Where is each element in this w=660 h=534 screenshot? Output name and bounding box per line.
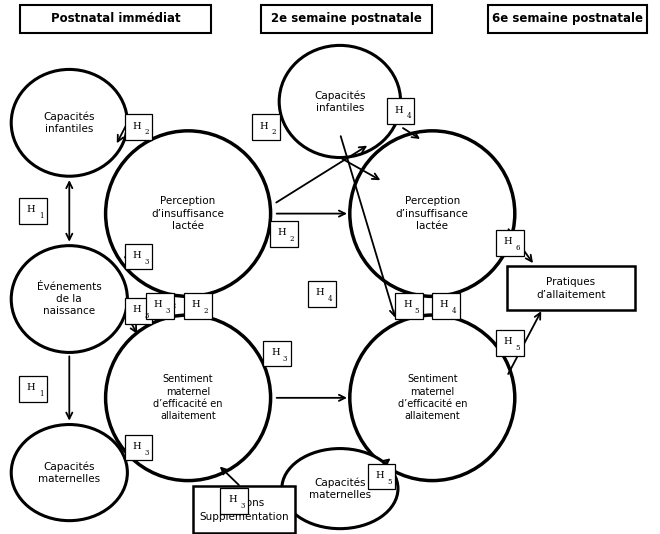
- Text: Postnatal immédiat: Postnatal immédiat: [51, 12, 180, 25]
- FancyBboxPatch shape: [125, 298, 152, 324]
- Text: H: H: [132, 122, 141, 130]
- Text: 5: 5: [387, 478, 391, 485]
- FancyBboxPatch shape: [220, 488, 248, 514]
- FancyBboxPatch shape: [125, 435, 152, 460]
- Text: 3: 3: [283, 355, 287, 363]
- Ellipse shape: [106, 315, 271, 481]
- Ellipse shape: [106, 131, 271, 296]
- Text: H: H: [394, 106, 403, 114]
- Ellipse shape: [282, 449, 398, 529]
- Ellipse shape: [350, 131, 515, 296]
- Ellipse shape: [11, 246, 127, 352]
- FancyBboxPatch shape: [252, 114, 280, 140]
- Text: H: H: [191, 301, 201, 309]
- FancyBboxPatch shape: [496, 330, 524, 356]
- FancyBboxPatch shape: [432, 293, 460, 319]
- Text: 5: 5: [516, 344, 520, 352]
- Text: H: H: [132, 251, 141, 260]
- Text: H: H: [315, 288, 325, 297]
- Ellipse shape: [350, 315, 515, 481]
- Text: 4: 4: [452, 308, 456, 315]
- Text: Capacités
maternelles: Capacités maternelles: [309, 477, 371, 500]
- Text: Événements
de la
naissance: Événements de la naissance: [37, 281, 102, 317]
- Ellipse shape: [11, 425, 127, 521]
- Text: Sentiment
maternel
d’efficacité en
allaitement: Sentiment maternel d’efficacité en allai…: [153, 374, 223, 421]
- FancyBboxPatch shape: [368, 464, 395, 489]
- Text: 6: 6: [516, 245, 520, 252]
- Text: Raisons
Supplémentation: Raisons Supplémentation: [199, 498, 289, 522]
- Text: H: H: [403, 301, 412, 309]
- Text: H: H: [271, 348, 280, 357]
- FancyBboxPatch shape: [387, 98, 414, 124]
- Text: H: H: [504, 238, 513, 246]
- Text: Pratiques
d’allaitement: Pratiques d’allaitement: [536, 277, 606, 300]
- FancyBboxPatch shape: [20, 5, 211, 33]
- Text: Sentiment
maternel
d’efficacité en
allaitement: Sentiment maternel d’efficacité en allai…: [397, 374, 467, 421]
- Text: 3: 3: [145, 258, 148, 265]
- FancyBboxPatch shape: [308, 281, 336, 307]
- Text: 5: 5: [415, 308, 419, 315]
- Text: Capacités
infantiles: Capacités infantiles: [44, 112, 95, 134]
- Text: 6e semaine postnatale: 6e semaine postnatale: [492, 12, 643, 25]
- Text: H: H: [504, 337, 513, 346]
- Ellipse shape: [11, 69, 127, 176]
- Text: 2: 2: [290, 235, 294, 243]
- Text: H: H: [26, 206, 36, 214]
- Text: 1: 1: [39, 390, 43, 398]
- FancyBboxPatch shape: [19, 198, 47, 224]
- Text: H: H: [132, 442, 141, 451]
- Text: H: H: [153, 301, 162, 309]
- Text: Capacités
maternelles: Capacités maternelles: [38, 461, 100, 484]
- Text: 2: 2: [204, 308, 208, 315]
- Text: 2e semaine postnatale: 2e semaine postnatale: [271, 12, 422, 25]
- Text: 1: 1: [39, 213, 43, 220]
- FancyBboxPatch shape: [507, 266, 635, 310]
- FancyBboxPatch shape: [270, 221, 298, 247]
- FancyBboxPatch shape: [125, 244, 152, 269]
- FancyBboxPatch shape: [19, 376, 47, 402]
- Text: H: H: [228, 496, 237, 504]
- FancyBboxPatch shape: [488, 5, 647, 33]
- Text: Capacités
infantiles: Capacités infantiles: [314, 90, 366, 113]
- Text: H: H: [277, 229, 286, 237]
- FancyBboxPatch shape: [184, 293, 212, 319]
- Text: 2: 2: [272, 129, 276, 136]
- Text: 4: 4: [407, 113, 411, 120]
- Text: 2: 2: [145, 129, 148, 136]
- FancyBboxPatch shape: [193, 486, 296, 533]
- Text: H: H: [132, 305, 141, 314]
- Ellipse shape: [279, 45, 401, 158]
- Text: Perception
d’insuffisance
lactée: Perception d’insuffisance lactée: [152, 196, 224, 231]
- Text: 3: 3: [166, 308, 170, 315]
- Text: 3: 3: [145, 312, 148, 320]
- FancyBboxPatch shape: [125, 114, 152, 140]
- Text: H: H: [26, 383, 36, 392]
- Text: H: H: [440, 301, 449, 309]
- Text: H: H: [259, 122, 269, 130]
- FancyBboxPatch shape: [261, 5, 432, 33]
- Text: 3: 3: [145, 449, 148, 457]
- FancyBboxPatch shape: [263, 341, 291, 366]
- FancyBboxPatch shape: [496, 230, 524, 256]
- Text: Perception
d’insuffisance
lactée: Perception d’insuffisance lactée: [396, 196, 469, 231]
- FancyBboxPatch shape: [146, 293, 174, 319]
- Text: H: H: [375, 471, 384, 480]
- Text: 4: 4: [328, 295, 332, 303]
- FancyBboxPatch shape: [395, 293, 423, 319]
- Text: 3: 3: [240, 502, 244, 510]
